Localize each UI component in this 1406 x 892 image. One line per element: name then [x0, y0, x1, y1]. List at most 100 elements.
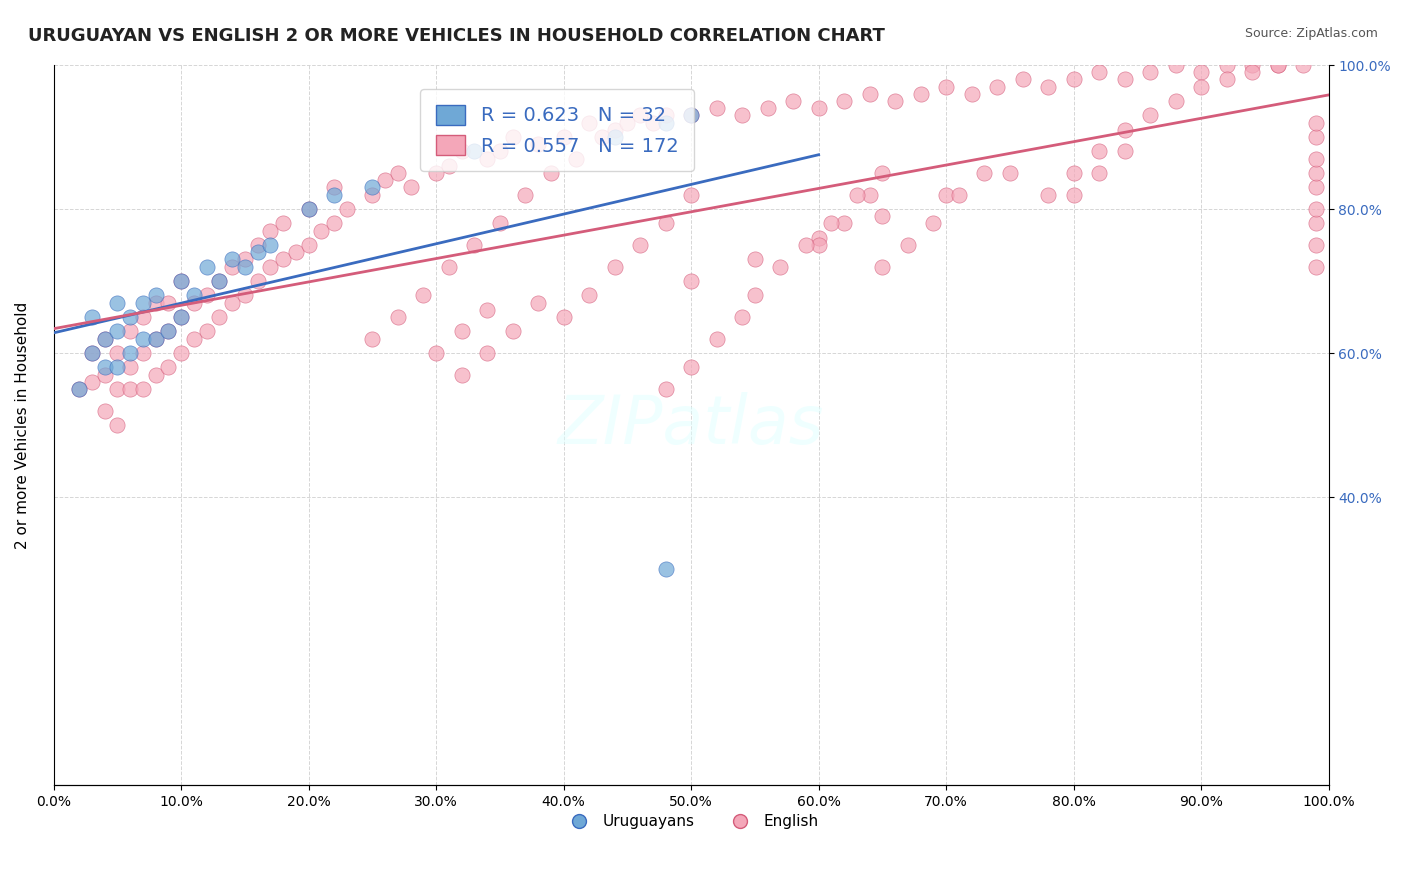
Point	[195, 260, 218, 274]
Point	[157, 325, 180, 339]
Point	[284, 245, 307, 260]
Point	[475, 302, 498, 317]
Point	[1241, 58, 1264, 72]
Point	[67, 382, 90, 396]
Point	[628, 238, 651, 252]
Point	[654, 108, 676, 122]
Point	[120, 360, 142, 375]
Point	[859, 87, 882, 101]
Point	[756, 101, 779, 115]
Point	[681, 360, 703, 375]
Point	[170, 274, 193, 288]
Point	[527, 137, 550, 152]
Point	[681, 108, 703, 122]
Point	[221, 252, 243, 267]
Point	[1139, 65, 1161, 79]
Point	[80, 346, 103, 360]
Point	[935, 79, 957, 94]
Point	[311, 224, 333, 238]
Point	[412, 288, 434, 302]
Point	[616, 116, 638, 130]
Point	[361, 180, 384, 194]
Point	[450, 325, 472, 339]
Point	[93, 403, 115, 417]
Point	[681, 187, 703, 202]
Point	[794, 238, 817, 252]
Point	[1215, 58, 1237, 72]
Point	[271, 217, 294, 231]
Point	[387, 166, 409, 180]
Point	[170, 310, 193, 324]
Point	[387, 310, 409, 324]
Point	[80, 375, 103, 389]
Y-axis label: 2 or more Vehicles in Household: 2 or more Vehicles in Household	[15, 301, 30, 549]
Point	[832, 217, 855, 231]
Point	[502, 130, 524, 145]
Point	[1164, 58, 1187, 72]
Point	[93, 332, 115, 346]
Point	[221, 260, 243, 274]
Point	[1267, 58, 1289, 72]
Point	[233, 260, 256, 274]
Point	[540, 166, 562, 180]
Point	[1292, 58, 1315, 72]
Point	[132, 346, 155, 360]
Point	[298, 238, 321, 252]
Point	[208, 274, 231, 288]
Point	[578, 116, 600, 130]
Point	[132, 310, 155, 324]
Point	[208, 274, 231, 288]
Point	[807, 231, 830, 245]
Point	[1305, 260, 1327, 274]
Point	[553, 130, 575, 145]
Point	[706, 332, 728, 346]
Point	[298, 202, 321, 216]
Point	[527, 295, 550, 310]
Point	[425, 166, 447, 180]
Point	[872, 209, 894, 223]
Point	[654, 116, 676, 130]
Point	[1114, 72, 1136, 87]
Point	[105, 418, 128, 433]
Point	[1063, 187, 1085, 202]
Point	[1088, 166, 1111, 180]
Point	[361, 187, 384, 202]
Point	[1305, 202, 1327, 216]
Point	[884, 94, 907, 108]
Point	[323, 180, 346, 194]
Point	[105, 346, 128, 360]
Point	[960, 87, 983, 101]
Point	[374, 173, 396, 187]
Point	[1114, 123, 1136, 137]
Point	[183, 295, 205, 310]
Point	[246, 274, 269, 288]
Point	[489, 145, 512, 159]
Point	[1189, 65, 1212, 79]
Point	[399, 180, 422, 194]
Point	[120, 382, 142, 396]
Point	[183, 288, 205, 302]
Point	[120, 325, 142, 339]
Point	[1088, 145, 1111, 159]
Point	[998, 166, 1021, 180]
Point	[105, 325, 128, 339]
Point	[145, 332, 167, 346]
Point	[603, 123, 626, 137]
Point	[132, 382, 155, 396]
Point	[807, 238, 830, 252]
Point	[654, 562, 676, 576]
Point	[323, 187, 346, 202]
Point	[681, 108, 703, 122]
Point	[832, 94, 855, 108]
Point	[145, 288, 167, 302]
Point	[654, 382, 676, 396]
Point	[565, 152, 588, 166]
Point	[259, 238, 281, 252]
Point	[170, 310, 193, 324]
Point	[195, 325, 218, 339]
Point	[105, 382, 128, 396]
Point	[910, 87, 932, 101]
Point	[872, 166, 894, 180]
Point	[157, 295, 180, 310]
Point	[502, 325, 524, 339]
